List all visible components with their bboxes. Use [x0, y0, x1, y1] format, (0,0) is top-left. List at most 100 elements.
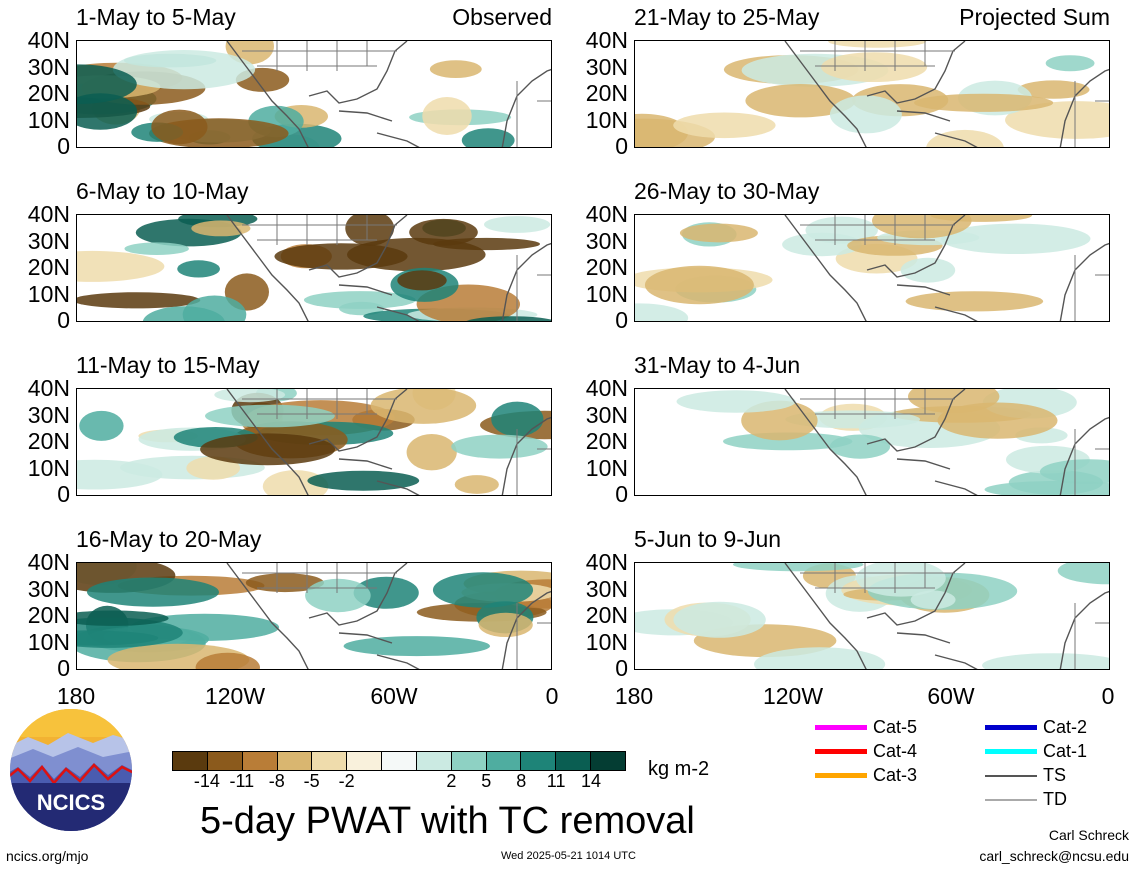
- colorbar-swatch: [242, 752, 278, 770]
- colorbar-swatch: [416, 752, 452, 770]
- colorbar-swatch: [277, 752, 313, 770]
- coastline: [784, 389, 1109, 495]
- anomaly-blob: [406, 434, 457, 471]
- lon-label: 60W: [370, 683, 418, 709]
- anomaly-blob: [77, 64, 137, 104]
- anomaly-blob: [77, 250, 165, 282]
- lat-label: 10N: [585, 454, 628, 481]
- anomaly-blob: [397, 270, 447, 291]
- anomaly-blob: [905, 291, 1044, 312]
- legend-label: Cat-2: [1043, 717, 1088, 737]
- colorbar-tick-label: 2: [446, 771, 457, 791]
- anomaly-blob: [305, 578, 371, 613]
- anomaly-blob: [679, 223, 758, 243]
- anomaly-blob: [77, 459, 163, 490]
- anomaly-blob: [454, 475, 499, 494]
- lat-label: 30N: [27, 53, 70, 80]
- footer-author: Carl Schreck: [1048, 827, 1129, 843]
- legend-line: [985, 798, 1037, 801]
- anomaly-blob: [200, 433, 336, 466]
- colorbar-swatch: [486, 752, 522, 770]
- lat-label: 0: [615, 307, 628, 333]
- main-title: 5-day PWAT with TC removal: [200, 800, 695, 842]
- anomaly-blob: [676, 390, 796, 413]
- coastline: [226, 389, 551, 495]
- panel-tag: Observed: [452, 4, 552, 30]
- political-borders: [242, 215, 551, 321]
- political-borders: [800, 389, 1109, 495]
- anomaly-blob: [262, 470, 329, 495]
- legend-label: TS: [1043, 765, 1067, 785]
- anomaly-map: [76, 562, 552, 670]
- panel-title: 5-Jun to 9-Jun: [634, 526, 782, 552]
- panel-title: 1-May to 5-May: [76, 4, 236, 30]
- panel-title: 21-May to 25-May: [634, 4, 820, 30]
- anomaly-blob: [77, 610, 169, 626]
- lat-label: 30N: [585, 401, 628, 428]
- anomaly-blob: [745, 84, 856, 118]
- anomaly-blob: [491, 401, 544, 437]
- colorbar-swatch: [382, 752, 417, 770]
- anomaly-map: [634, 40, 1110, 148]
- map-panel: 5-Jun to 9-Jun: [634, 526, 1110, 670]
- lat-label: 10N: [27, 628, 70, 655]
- footer-timestamp: Wed 2025-05-21 1014 UTC: [501, 850, 636, 862]
- lat-label: 0: [57, 481, 70, 507]
- colorbar-swatch: [521, 752, 557, 770]
- legend-line: [815, 749, 867, 754]
- lat-label: 10N: [27, 280, 70, 307]
- legend-item: Cat-3: [815, 765, 917, 786]
- anomaly-blob: [635, 303, 689, 321]
- legend-label: Cat-4: [873, 741, 918, 761]
- lat-label: 40N: [27, 201, 70, 227]
- legend-line: [985, 725, 1037, 730]
- panel-title: 16-May to 20-May: [76, 526, 262, 552]
- coastline: [226, 41, 551, 147]
- anomaly-blob: [182, 295, 247, 321]
- anomaly-blob: [191, 220, 251, 237]
- lon-label: 120W: [204, 683, 266, 709]
- legend-label: Cat-1: [1043, 741, 1088, 761]
- lat-label: 20N: [27, 254, 70, 280]
- colorbar-tick-label: -8: [268, 771, 285, 791]
- lat-label: 40N: [27, 549, 70, 575]
- coastline: [226, 563, 551, 669]
- political-borders: [800, 41, 1109, 147]
- anomaly-blob: [829, 95, 902, 134]
- lat-label: 40N: [585, 201, 628, 227]
- panel-title: 26-May to 30-May: [634, 178, 820, 204]
- coastline: [784, 563, 1109, 669]
- legend-line: [985, 774, 1037, 777]
- panel-title: 11-May to 15-May: [76, 352, 260, 378]
- anomaly-blob: [484, 216, 551, 233]
- colorbar-swatch: [312, 752, 348, 770]
- legend-item: Cat-4: [815, 741, 917, 762]
- anomaly-blob: [1045, 55, 1095, 72]
- lat-label: 10N: [585, 280, 628, 307]
- colorbar-swatch: [207, 752, 243, 770]
- map-panel: 31-May to 4-Jun: [634, 352, 1110, 496]
- anomaly-blob: [785, 410, 921, 429]
- legend-item: TS: [985, 765, 1066, 786]
- anomaly-blob: [644, 265, 754, 305]
- lon-label: 0: [1101, 683, 1115, 709]
- lat-label: 20N: [27, 428, 70, 454]
- anomaly-blob: [828, 41, 927, 48]
- anomaly-map: [634, 214, 1110, 322]
- colorbar-tick-label: 8: [516, 771, 527, 791]
- anomaly-blob: [79, 410, 124, 441]
- units-label: kg m-2: [648, 758, 710, 780]
- anomaly-blob: [451, 434, 548, 459]
- legend-item: Cat-1: [985, 741, 1087, 762]
- lat-label: 40N: [27, 27, 70, 53]
- footer-url: ncics.org/mjo: [6, 848, 89, 864]
- lat-label: 10N: [27, 454, 70, 481]
- lat-label: 30N: [585, 227, 628, 254]
- lat-label: 0: [57, 307, 70, 333]
- colorbar-swatch: [173, 752, 208, 770]
- anomaly-blob: [829, 434, 891, 459]
- political-borders: [242, 41, 551, 147]
- colorbar-tick-label: 5: [481, 771, 492, 791]
- anomaly-blob: [409, 218, 478, 246]
- lon-label: 60W: [927, 683, 975, 709]
